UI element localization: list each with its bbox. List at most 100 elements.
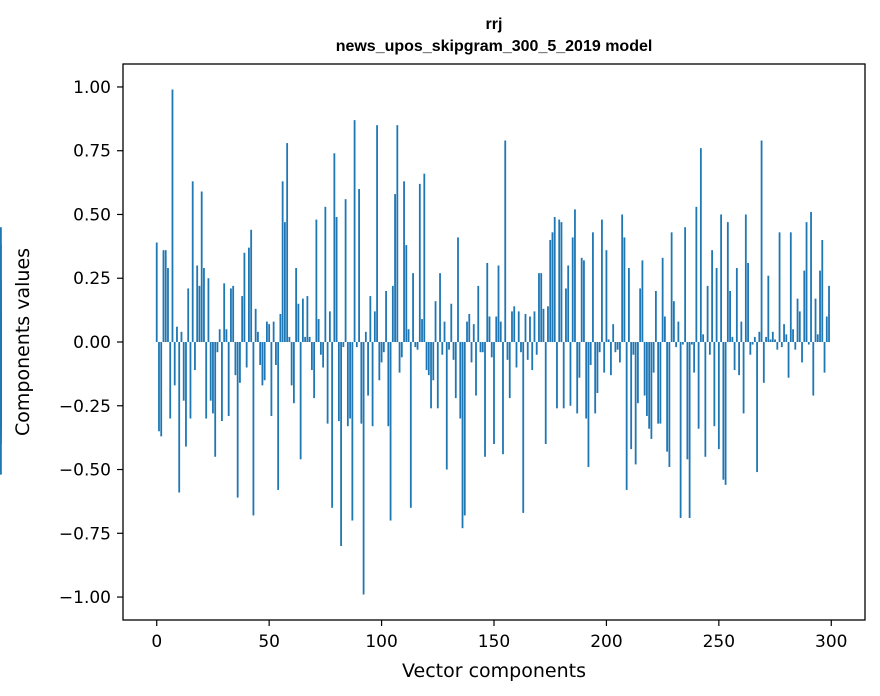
bar — [227, 342, 230, 416]
bar — [387, 342, 390, 427]
bar — [326, 342, 329, 424]
bar — [495, 316, 498, 342]
bar — [765, 336, 767, 342]
bar — [292, 342, 295, 404]
bar — [628, 268, 630, 342]
bar — [459, 342, 462, 419]
bar — [567, 265, 570, 342]
bar — [263, 342, 266, 381]
bar — [380, 342, 383, 363]
bar — [585, 342, 588, 419]
bar — [414, 342, 417, 348]
x-tick-label: 0 — [151, 632, 162, 652]
bar — [167, 268, 169, 342]
bar — [0, 342, 2, 475]
bar — [576, 342, 579, 414]
bar — [735, 268, 738, 342]
bar — [191, 181, 194, 342]
bar — [666, 342, 669, 452]
bar — [513, 306, 516, 342]
x-tick-label: 200 — [590, 632, 622, 652]
bar — [340, 342, 342, 547]
bar — [355, 342, 358, 348]
bar — [598, 342, 601, 353]
bar — [310, 342, 313, 371]
bar — [452, 342, 455, 360]
bar — [477, 285, 480, 342]
bar — [457, 237, 459, 342]
bar — [475, 342, 477, 396]
bar — [805, 222, 808, 342]
bar — [196, 265, 199, 342]
bar — [780, 342, 783, 348]
bar — [461, 342, 464, 529]
bar — [371, 342, 374, 427]
bar — [360, 342, 363, 424]
y-tick-label: −0.25 — [59, 397, 111, 417]
bar — [490, 342, 493, 358]
bar — [668, 342, 671, 467]
bar — [639, 288, 642, 342]
bar — [250, 229, 253, 342]
bar — [315, 219, 318, 342]
bar — [243, 252, 246, 342]
bar — [675, 342, 678, 348]
bar — [619, 342, 621, 363]
bar — [641, 260, 644, 342]
y-tick-label: 0.00 — [73, 333, 111, 353]
bar — [819, 270, 821, 342]
x-tick-label: 150 — [478, 632, 510, 652]
bar — [266, 321, 268, 342]
bar — [400, 342, 403, 358]
bar — [313, 342, 316, 399]
x-axis-label: Vector components — [402, 660, 586, 682]
bar — [362, 342, 365, 595]
bar — [432, 342, 435, 381]
bar — [738, 342, 740, 376]
bar — [594, 342, 597, 414]
bar — [376, 125, 378, 343]
bar — [776, 342, 779, 350]
bar — [747, 262, 749, 342]
bar — [549, 239, 552, 342]
bar — [472, 324, 475, 342]
bar — [349, 342, 351, 419]
bar — [767, 275, 770, 342]
bar — [814, 298, 817, 342]
bar — [731, 336, 734, 342]
bar — [391, 285, 394, 342]
bar — [430, 342, 432, 409]
bar — [479, 342, 482, 353]
bar — [346, 342, 349, 427]
bar — [254, 308, 257, 342]
bar — [792, 329, 794, 342]
bar — [277, 342, 280, 490]
bar — [261, 342, 264, 386]
bar — [717, 342, 720, 450]
bar — [290, 342, 293, 386]
bar — [544, 342, 547, 445]
bar — [155, 242, 158, 342]
bar — [200, 191, 203, 342]
bar — [670, 232, 673, 342]
bars-group — [0, 89, 830, 595]
bar — [301, 298, 304, 342]
y-axis-ticks: 1.00 0.75 0.50 0.25 0.00 −0.25 −0.50 −0.75 −1.00 — [59, 78, 123, 608]
bar — [259, 342, 262, 365]
bar — [407, 329, 410, 342]
bar — [283, 222, 286, 342]
bar — [686, 342, 689, 460]
bar — [571, 237, 574, 342]
chart-title: rrj — [486, 16, 503, 33]
bar — [654, 290, 657, 342]
bar — [726, 222, 729, 342]
bar — [551, 232, 554, 342]
bar — [239, 342, 241, 383]
bar — [729, 290, 731, 342]
bar — [697, 342, 700, 429]
bar — [724, 342, 727, 485]
bar — [158, 342, 160, 432]
y-tick-label: 0.50 — [73, 205, 111, 225]
bar — [434, 301, 437, 342]
bar — [180, 331, 183, 342]
